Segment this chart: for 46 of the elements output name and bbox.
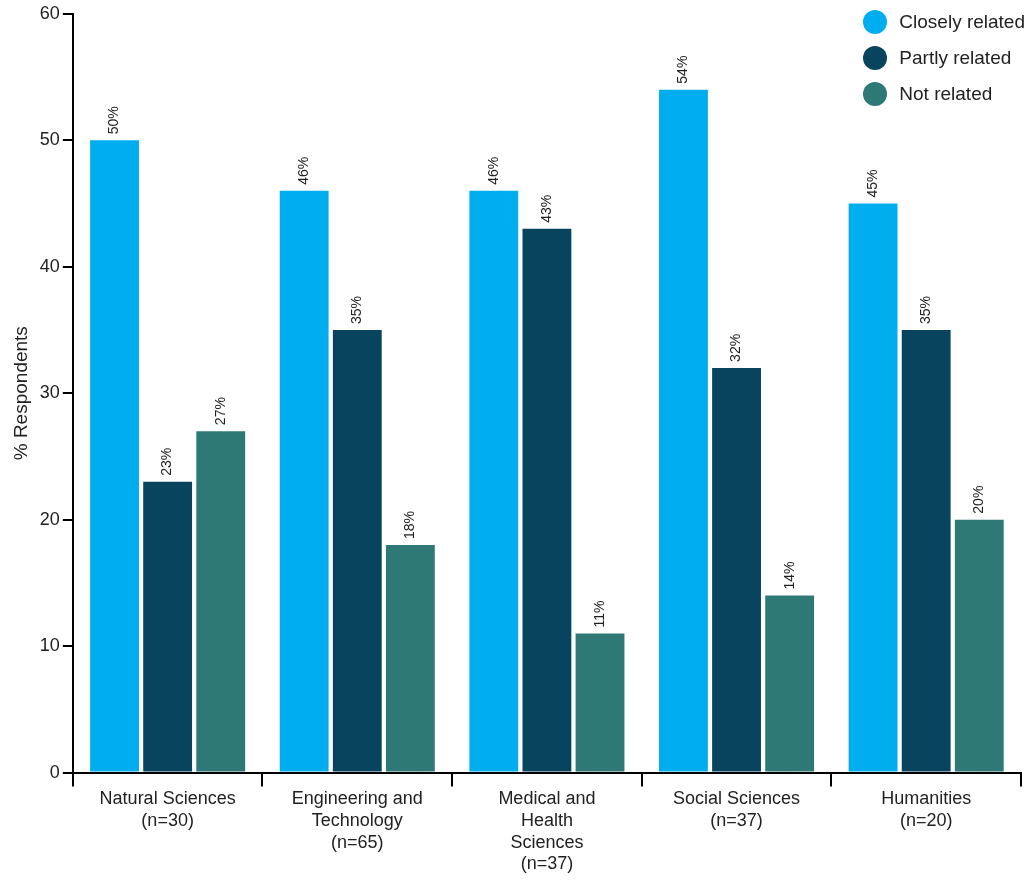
data-label: 46%: [484, 156, 501, 185]
y-tick-label: 0: [49, 761, 60, 782]
y-tick-label: 10: [39, 635, 60, 656]
y-axis-title: % Respondents: [9, 326, 31, 461]
y-tick-label: 20: [39, 508, 60, 529]
data-label: 11%: [590, 600, 607, 628]
bar: [954, 519, 1004, 772]
bar: [196, 431, 246, 772]
legend-label: Partly related: [899, 47, 1012, 69]
y-tick-label: 40: [39, 255, 60, 276]
x-tick-label: Natural Sciences (n=30): [99, 788, 236, 830]
bar: [901, 329, 951, 772]
data-label: 18%: [401, 510, 418, 539]
legend-label: Not related: [899, 83, 993, 105]
data-label: 54%: [674, 55, 691, 84]
bar: [848, 203, 898, 772]
data-label: 20%: [970, 485, 987, 514]
x-tick-label: Humanities (n=20): [881, 788, 972, 830]
legend-label: Closely related: [899, 11, 1025, 33]
x-tick-label: Medical and Health Sciences (n=37): [498, 788, 596, 874]
data-label: 23%: [158, 447, 175, 476]
data-label: 35%: [348, 295, 365, 324]
bar: [522, 228, 572, 772]
data-label: 32%: [727, 333, 744, 362]
y-tick-label: 30: [39, 382, 60, 403]
data-label: 35%: [917, 295, 934, 324]
data-label: 45%: [863, 169, 880, 198]
x-tick-label: Social Sciences (n=37): [673, 788, 801, 830]
y-tick-label: 60: [39, 2, 60, 23]
bar: [332, 329, 382, 772]
bar: [712, 367, 761, 772]
bar: [469, 190, 519, 772]
bar: [385, 544, 435, 772]
data-label: 50%: [105, 106, 122, 135]
bar: [659, 89, 708, 772]
bar: [765, 595, 815, 772]
bar: [143, 481, 193, 772]
x-tick-label: Engineering and Technology (n=65): [291, 788, 423, 852]
bar: [90, 140, 139, 772]
data-label: 14%: [780, 561, 797, 590]
data-label: 43%: [537, 194, 554, 223]
bar: [279, 190, 329, 772]
data-label: 46%: [295, 156, 312, 185]
bar: [575, 633, 625, 772]
data-label: 27%: [211, 397, 228, 426]
y-tick-label: 50: [39, 129, 60, 150]
